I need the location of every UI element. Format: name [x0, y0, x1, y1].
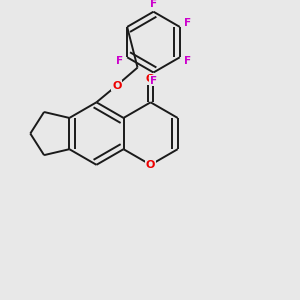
Text: O: O	[146, 74, 155, 84]
Text: F: F	[116, 56, 123, 66]
Text: F: F	[184, 18, 191, 28]
Text: F: F	[184, 56, 191, 66]
Text: F: F	[150, 0, 157, 9]
Text: O: O	[112, 80, 122, 91]
Text: O: O	[146, 160, 155, 170]
Text: F: F	[150, 76, 157, 85]
